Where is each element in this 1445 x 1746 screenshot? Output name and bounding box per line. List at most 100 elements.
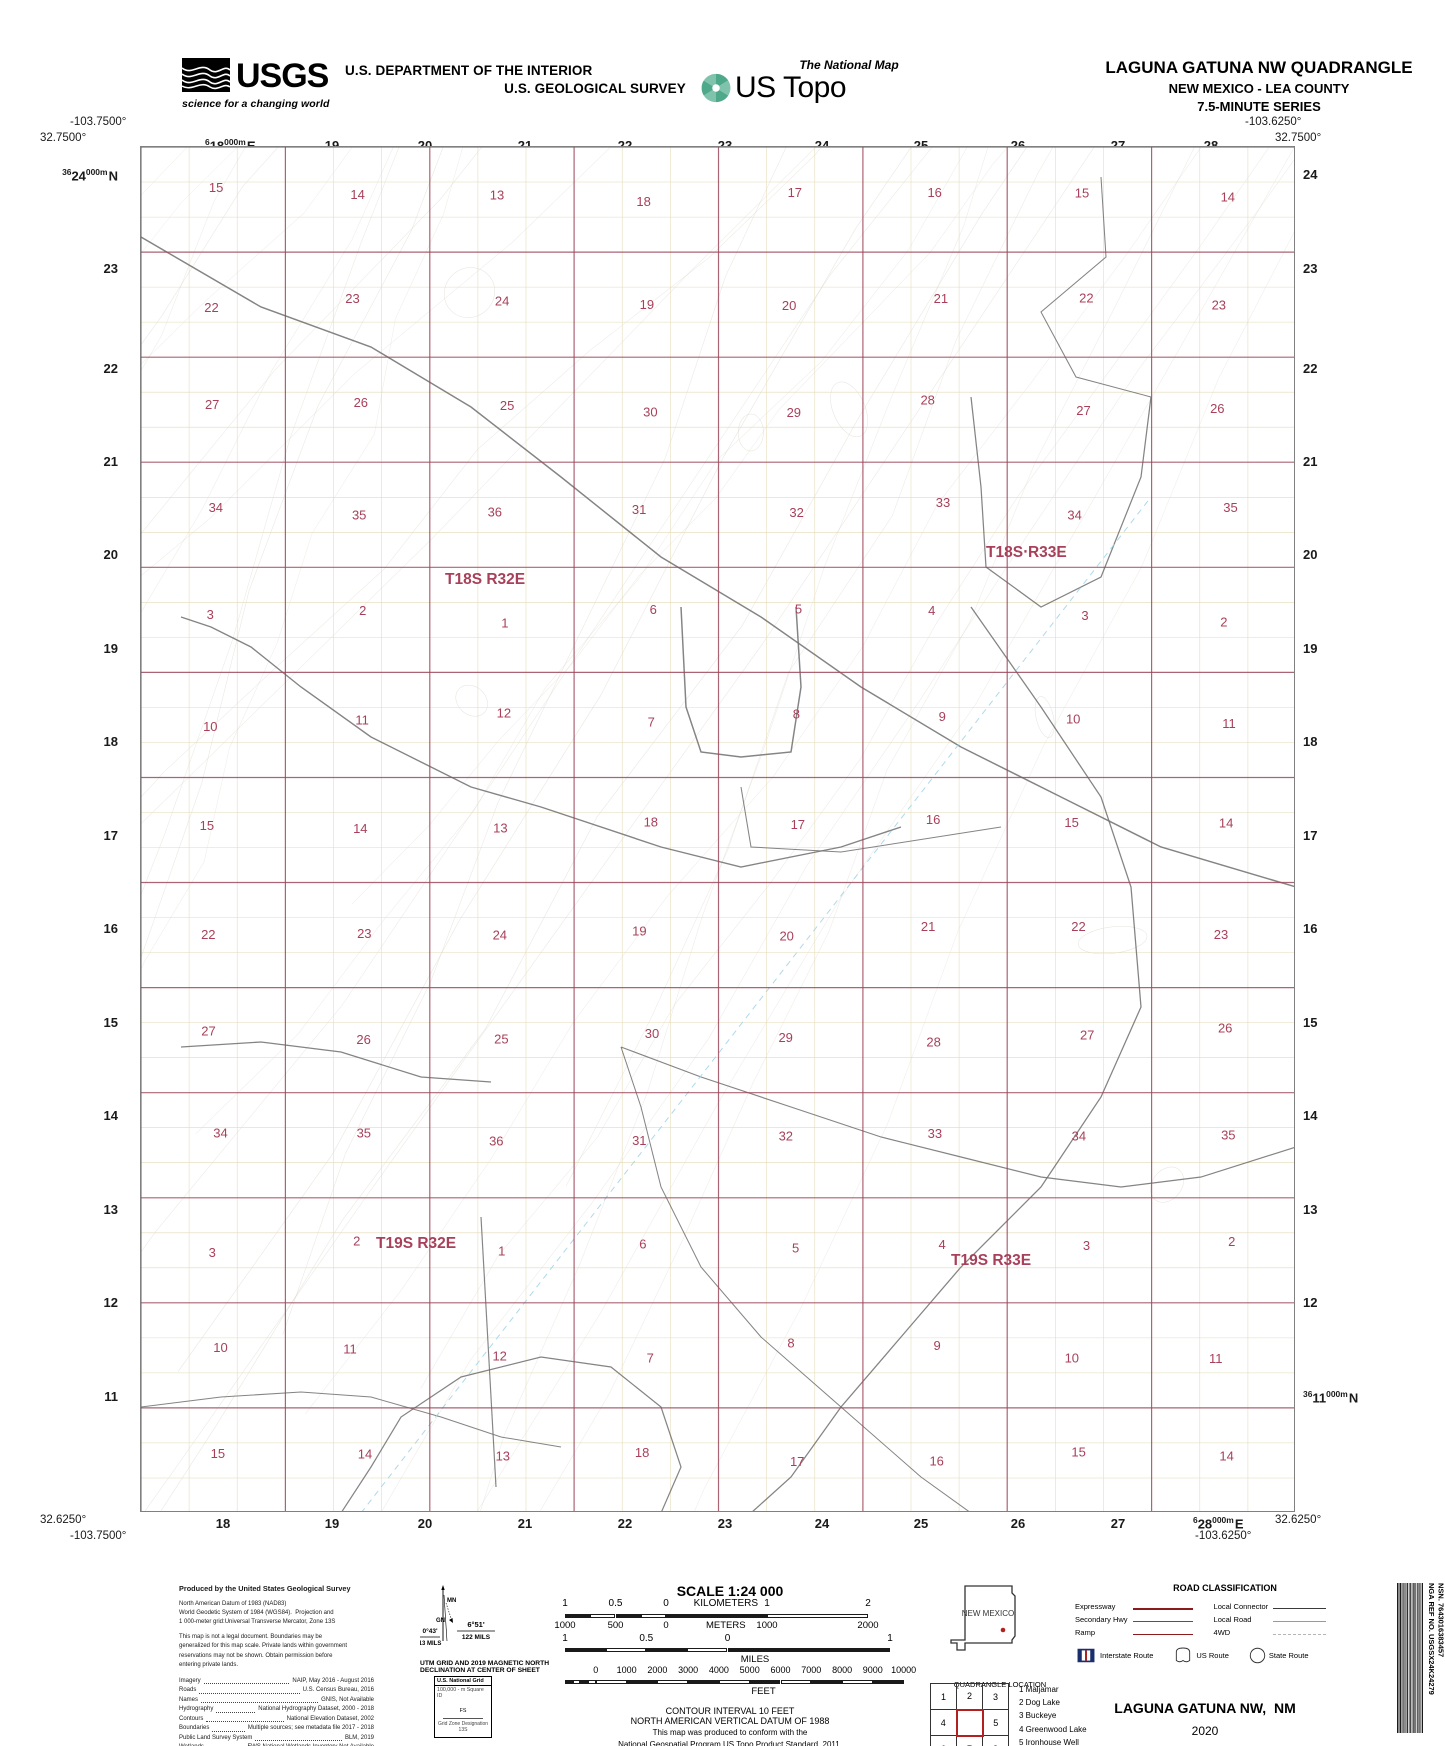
svg-text:T19S R32E: T19S R32E [376, 1235, 456, 1252]
svg-text:3: 3 [1083, 1238, 1090, 1253]
svg-text:18: 18 [644, 815, 658, 830]
svg-text:GN: GN [436, 1618, 445, 1624]
svg-text:16: 16 [927, 185, 941, 200]
svg-text:35: 35 [1223, 500, 1237, 515]
svg-text:T18S‧R33E: T18S‧R33E [986, 544, 1067, 561]
svg-text:15: 15 [1071, 1445, 1085, 1460]
svg-text:14: 14 [358, 1446, 372, 1461]
svg-text:23: 23 [357, 926, 371, 941]
svg-text:14: 14 [350, 187, 364, 202]
svg-text:6: 6 [650, 602, 657, 617]
svg-text:31: 31 [632, 1133, 646, 1148]
svg-text:19: 19 [640, 297, 654, 312]
svg-text:20: 20 [782, 298, 796, 313]
svg-text:21: 21 [921, 919, 935, 934]
svg-text:26: 26 [356, 1032, 370, 1047]
svg-text:30: 30 [645, 1026, 659, 1041]
svg-text:2: 2 [353, 1234, 360, 1249]
svg-text:13: 13 [490, 188, 504, 203]
svg-text:18: 18 [636, 194, 650, 209]
svg-text:29: 29 [787, 405, 801, 420]
svg-text:13: 13 [496, 1448, 510, 1463]
svg-text:0°43': 0°43' [423, 1627, 438, 1635]
svg-text:3: 3 [1081, 608, 1088, 623]
svg-text:34: 34 [213, 1126, 227, 1141]
svg-text:1: 1 [501, 616, 508, 631]
svg-text:14: 14 [1219, 816, 1233, 831]
svg-text:34: 34 [1072, 1128, 1086, 1143]
svg-text:10: 10 [213, 1340, 227, 1355]
svg-text:122 MILS: 122 MILS [462, 1634, 491, 1641]
svg-text:1: 1 [498, 1243, 505, 1258]
svg-text:11: 11 [1209, 1351, 1223, 1366]
svg-text:11: 11 [343, 1341, 357, 1356]
svg-text:27: 27 [1076, 403, 1090, 418]
svg-text:25: 25 [494, 1032, 508, 1047]
svg-text:26: 26 [1210, 401, 1224, 416]
svg-text:7: 7 [648, 715, 655, 730]
svg-text:28: 28 [926, 1035, 940, 1050]
svg-text:3: 3 [207, 607, 214, 622]
svg-text:17: 17 [790, 1454, 804, 1469]
svg-text:17: 17 [788, 185, 802, 200]
svg-text:12: 12 [497, 706, 511, 721]
svg-text:25: 25 [500, 398, 514, 413]
svg-text:32: 32 [789, 505, 803, 520]
svg-text:15: 15 [209, 180, 223, 195]
svg-text:27: 27 [1080, 1028, 1094, 1043]
svg-text:3: 3 [209, 1245, 216, 1260]
svg-text:14: 14 [1221, 190, 1235, 205]
svg-text:22: 22 [204, 300, 218, 315]
svg-text:34: 34 [1067, 507, 1081, 522]
svg-text:11: 11 [1222, 716, 1236, 731]
svg-text:27: 27 [205, 397, 219, 412]
svg-text:5: 5 [792, 1241, 799, 1256]
svg-text:33: 33 [936, 495, 950, 510]
svg-text:29: 29 [778, 1030, 792, 1045]
svg-text:11: 11 [355, 712, 369, 727]
svg-text:14: 14 [1219, 1448, 1233, 1463]
svg-text:14: 14 [353, 821, 367, 836]
svg-text:5: 5 [795, 602, 802, 617]
svg-text:34: 34 [209, 500, 223, 515]
svg-text:21: 21 [934, 291, 948, 306]
svg-text:4: 4 [938, 1237, 945, 1252]
svg-text:23: 23 [1212, 297, 1226, 312]
svg-text:30: 30 [643, 404, 657, 419]
svg-text:T19S R33E: T19S R33E [951, 1252, 1031, 1269]
svg-text:4: 4 [928, 603, 935, 618]
svg-text:17: 17 [791, 817, 805, 832]
svg-text:MN: MN [447, 1598, 456, 1604]
svg-text:T18S R32E: T18S R32E [445, 571, 525, 588]
svg-text:27: 27 [201, 1024, 215, 1039]
svg-text:15: 15 [1075, 186, 1089, 201]
svg-text:35: 35 [1221, 1128, 1235, 1143]
svg-text:2: 2 [359, 603, 366, 618]
svg-text:6: 6 [639, 1236, 646, 1251]
svg-text:36: 36 [488, 505, 502, 520]
svg-text:7: 7 [647, 1350, 654, 1365]
svg-text:8: 8 [787, 1336, 794, 1351]
svg-text:15: 15 [211, 1446, 225, 1461]
svg-text:10: 10 [1066, 711, 1080, 726]
svg-text:19: 19 [632, 923, 646, 938]
svg-text:28: 28 [920, 392, 934, 407]
svg-text:12: 12 [492, 1349, 506, 1364]
svg-text:22: 22 [201, 927, 215, 942]
svg-text:15: 15 [1064, 815, 1078, 830]
svg-text:24: 24 [495, 293, 509, 308]
svg-text:8: 8 [793, 707, 800, 722]
svg-text:NEW MEXICO: NEW MEXICO [962, 1609, 1014, 1618]
svg-text:35: 35 [352, 508, 366, 523]
svg-text:31: 31 [632, 502, 646, 517]
svg-text:13: 13 [493, 821, 507, 836]
svg-text:35: 35 [357, 1126, 371, 1141]
svg-text:22: 22 [1079, 290, 1093, 305]
svg-text:2: 2 [1220, 614, 1227, 629]
svg-text:15: 15 [200, 818, 214, 833]
svg-text:32: 32 [779, 1129, 793, 1144]
svg-text:6°51': 6°51' [467, 1620, 485, 1629]
svg-text:23: 23 [345, 291, 359, 306]
svg-text:20: 20 [779, 929, 793, 944]
svg-text:24: 24 [493, 928, 507, 943]
